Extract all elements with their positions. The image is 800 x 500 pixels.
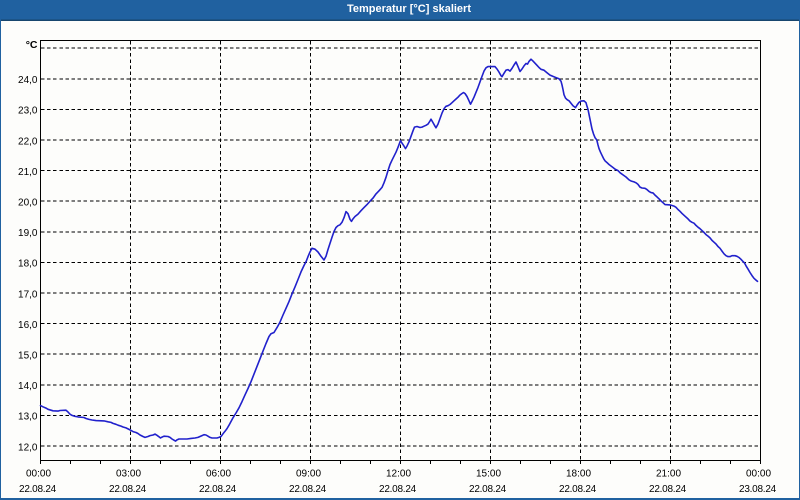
svg-text:12:00: 12:00 xyxy=(386,469,411,480)
svg-text:19,0: 19,0 xyxy=(18,228,38,239)
svg-text:15:00: 15:00 xyxy=(476,469,501,480)
svg-text:22.08.24: 22.08.24 xyxy=(469,484,507,495)
svg-text:24,0: 24,0 xyxy=(18,75,38,86)
svg-text:18:00: 18:00 xyxy=(566,469,591,480)
svg-text:14,0: 14,0 xyxy=(18,381,38,392)
svg-text:23,0: 23,0 xyxy=(18,106,38,117)
svg-text:00:00: 00:00 xyxy=(746,469,771,480)
svg-text:00:00: 00:00 xyxy=(26,469,51,480)
svg-text:22.08.24: 22.08.24 xyxy=(649,484,687,495)
svg-text:21:00: 21:00 xyxy=(656,469,681,480)
svg-text:22.08.24: 22.08.24 xyxy=(289,484,327,495)
svg-text:°C: °C xyxy=(26,39,38,51)
svg-text:09:00: 09:00 xyxy=(296,469,321,480)
svg-text:12,0: 12,0 xyxy=(18,442,38,453)
svg-text:18,0: 18,0 xyxy=(18,259,38,270)
svg-text:Temperatur [°C] skaliert: Temperatur [°C] skaliert xyxy=(347,3,471,15)
svg-text:22.08.24: 22.08.24 xyxy=(19,484,57,495)
svg-text:22.08.24: 22.08.24 xyxy=(199,484,237,495)
svg-text:17,0: 17,0 xyxy=(18,289,38,300)
svg-text:22.08.24: 22.08.24 xyxy=(109,484,147,495)
svg-text:20,0: 20,0 xyxy=(18,198,38,209)
svg-text:03:00: 03:00 xyxy=(116,469,141,480)
svg-text:13,0: 13,0 xyxy=(18,412,38,423)
svg-text:22.08.24: 22.08.24 xyxy=(559,484,597,495)
svg-text:15,0: 15,0 xyxy=(18,351,38,362)
svg-text:06:00: 06:00 xyxy=(206,469,231,480)
svg-text:23.08.24: 23.08.24 xyxy=(739,484,777,495)
svg-text:22,0: 22,0 xyxy=(18,136,38,147)
svg-text:16,0: 16,0 xyxy=(18,320,38,331)
svg-text:22.08.24: 22.08.24 xyxy=(379,484,417,495)
svg-text:21,0: 21,0 xyxy=(18,167,38,178)
